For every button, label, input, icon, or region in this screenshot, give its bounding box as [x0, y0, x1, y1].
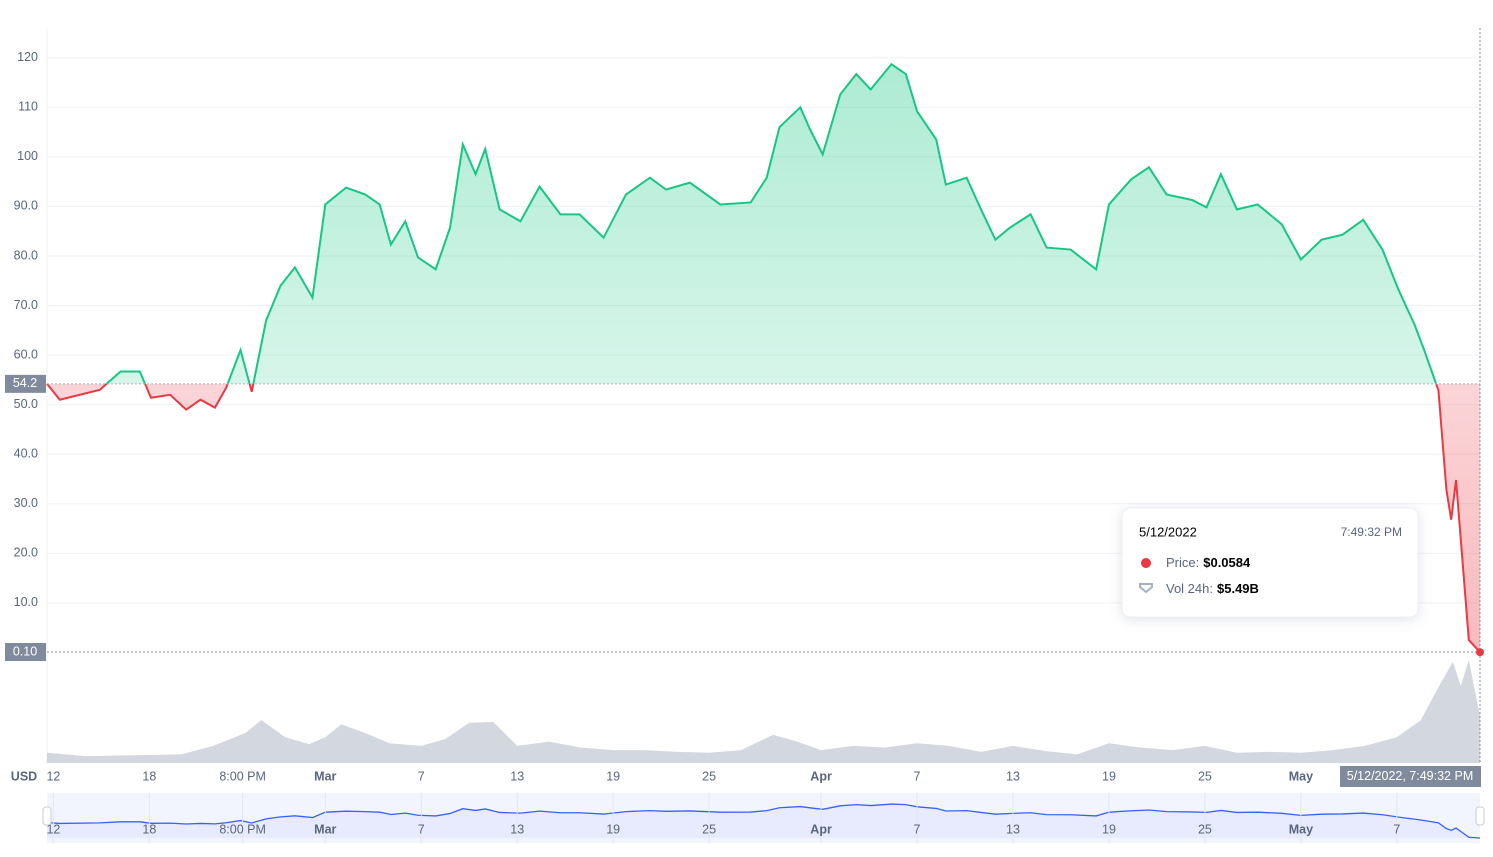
last-price-box	[5, 643, 46, 662]
y-tick-label: 70.0	[14, 298, 38, 312]
navigator-tick-label: 25	[702, 822, 716, 836]
x-tick-label: 25	[1198, 769, 1212, 783]
x-tick-label: 12	[46, 769, 60, 783]
tooltip-price-label: Price:	[1166, 555, 1199, 570]
navigator-tick-label: 19	[1102, 822, 1116, 836]
y-tick-label: 110	[18, 100, 38, 114]
navigator-tick-label: Mar	[314, 822, 336, 836]
navigator-tick-label: 13	[510, 822, 524, 836]
crosshair-label: 5/12/2022, 7:49:32 PM	[1347, 769, 1473, 783]
navigator-line	[46, 803, 1481, 839]
navigator-tick-label: May	[1289, 822, 1313, 836]
price-area-up	[106, 64, 1437, 384]
navigator-tick-label: 18	[142, 822, 156, 836]
x-tick-label: 19	[1102, 769, 1116, 783]
y-tick-label: 90.0	[14, 199, 38, 213]
tooltip-price: Price: $0.0584	[1166, 555, 1251, 570]
navigator-tick-label: Apr	[810, 822, 832, 836]
tooltip-box	[1121, 507, 1419, 618]
x-tick-label: Mar	[314, 769, 336, 783]
navigator-tick-label: 8:00 PM	[219, 822, 266, 836]
tooltip-date: 5/12/2022	[1139, 524, 1197, 539]
crosshair-box	[1340, 766, 1481, 787]
navigator-tick-label: 7	[1393, 822, 1400, 836]
tooltip-price-value: $0.0584	[1203, 555, 1251, 570]
baseline-box	[5, 374, 46, 393]
y-tick-label: 80.0	[14, 248, 38, 262]
x-tick-label: 19	[606, 769, 620, 783]
tooltip: 5/12/2022 7:49:32 PM Price: $0.0584 Vol 24h:…	[1121, 507, 1419, 618]
navigator-handle	[42, 806, 52, 826]
navigator-tick-label: 12	[46, 822, 60, 836]
x-tick-label: 7	[418, 769, 425, 783]
navigator-area	[47, 804, 1480, 838]
tooltip-time: 7:49:32 PM	[1341, 525, 1402, 539]
last-price-label: 0.10	[13, 644, 37, 658]
x-tick-label: 8:00 PM	[219, 769, 266, 783]
x-tick-label: 13	[1006, 769, 1020, 783]
last-point	[1476, 648, 1484, 657]
navigator-handle	[1475, 806, 1485, 826]
navigator-tick-label: 19	[606, 822, 620, 836]
x-tick-label: 18	[142, 769, 156, 783]
y-tick-label: 50.0	[14, 397, 38, 411]
navigator-tick-label: 25	[1198, 822, 1212, 836]
price-line-up	[47, 62, 1438, 384]
volume-area	[47, 660, 1480, 763]
y-tick-label: 40.0	[14, 447, 38, 461]
x-tick-label: May	[1289, 769, 1313, 783]
y-tick-label: 100	[17, 149, 38, 163]
tooltip-volume: Vol 24h: $5.49B	[1166, 581, 1259, 596]
y-tick-label: 120	[17, 50, 38, 64]
tooltip-price-dot	[1141, 558, 1151, 568]
y-tick-label: 10.0	[14, 595, 38, 609]
y-tick-label: 20.0	[14, 546, 38, 560]
baseline-label: 54.2	[13, 376, 37, 390]
y-tick-label: 60.0	[14, 347, 38, 361]
x-tick-label: 7	[914, 769, 921, 783]
navigator-tick-label: 7	[418, 822, 425, 836]
navigator-tick-label: 13	[1006, 822, 1020, 836]
y-tick-label: 30.0	[14, 496, 38, 510]
currency-label: USD	[11, 769, 37, 783]
x-tick-label: 25	[702, 769, 716, 783]
tooltip-volume-value: $5.49B	[1217, 581, 1259, 596]
tooltip-vol-icon	[1139, 583, 1153, 594]
navigator-tick-label: 7	[914, 822, 921, 836]
x-tick-label: 13	[510, 769, 524, 783]
tooltip-volume-label: Vol 24h:	[1166, 581, 1213, 596]
x-tick-label: Apr	[810, 769, 832, 783]
